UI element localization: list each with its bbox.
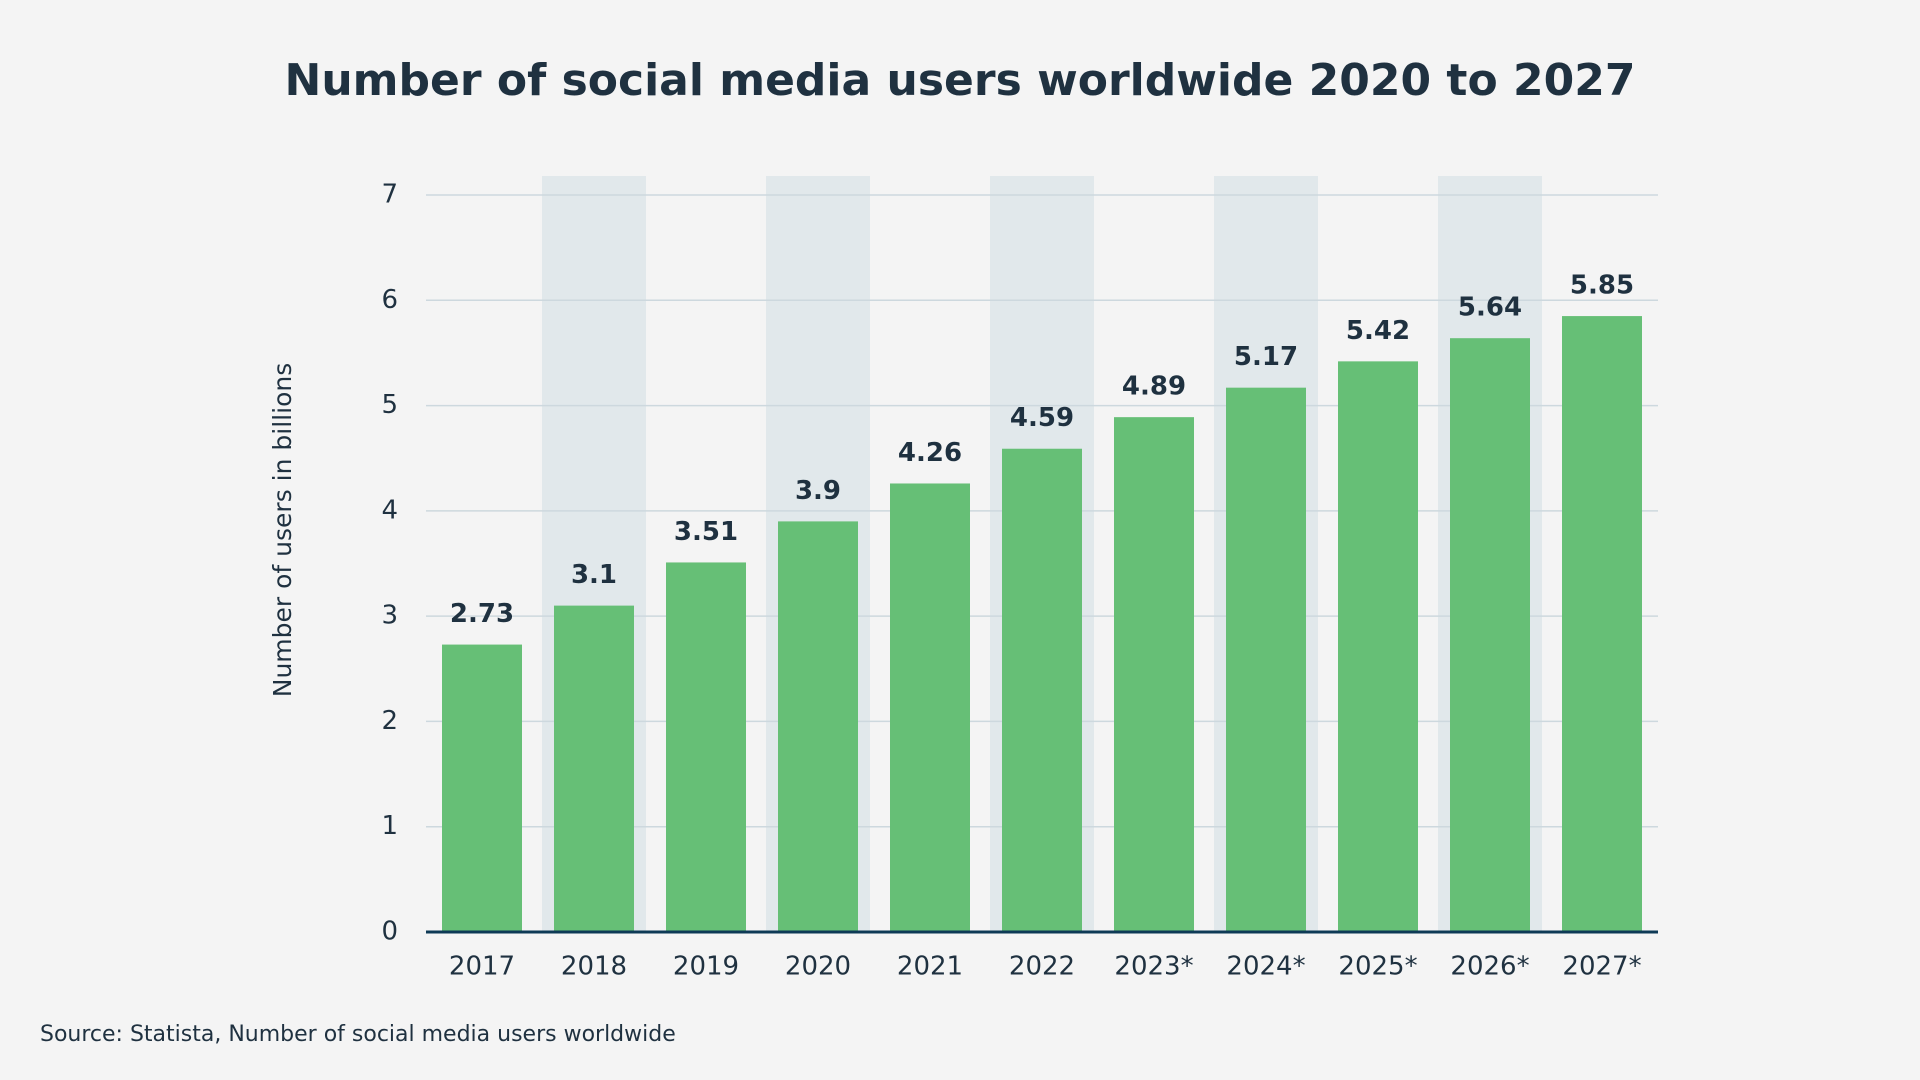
x-tick-label: 2017 [449, 952, 515, 982]
bar [1450, 338, 1530, 932]
value-label: 4.26 [898, 438, 962, 468]
value-label: 2.73 [450, 599, 514, 629]
bar [1226, 387, 1306, 932]
x-tick-label: 2022 [1009, 952, 1075, 982]
value-label: 5.42 [1346, 316, 1410, 346]
y-tick-label: 0 [381, 917, 398, 947]
bar [1562, 316, 1642, 932]
bar [890, 483, 970, 932]
x-tick-label: 2019 [673, 952, 739, 982]
y-tick-label: 4 [381, 495, 398, 525]
bar [442, 644, 522, 932]
bar [1338, 361, 1418, 932]
y-tick-label: 1 [381, 811, 398, 841]
x-tick-label: 2025* [1338, 952, 1417, 982]
value-label: 3.9 [795, 476, 841, 506]
x-tick-label: 2024* [1226, 952, 1305, 982]
bar [1002, 448, 1082, 932]
value-label: 4.59 [1010, 403, 1074, 433]
value-label: 3.1 [571, 560, 617, 590]
bar [554, 605, 634, 932]
x-tick-label: 2020 [785, 952, 851, 982]
x-tick-label: 2027* [1562, 952, 1641, 982]
source: Source: Statista, Number of social media… [40, 1022, 676, 1047]
value-label: 5.85 [1570, 271, 1634, 301]
y-tick-label: 5 [381, 390, 398, 420]
y-axis-label: Number of users in billions [268, 363, 297, 697]
x-tick-label: 2026* [1450, 952, 1529, 982]
y-tick-label: 7 [381, 180, 398, 210]
value-label: 3.51 [674, 517, 738, 547]
x-tick-label: 2021 [897, 952, 963, 982]
y-tick-label: 3 [381, 601, 398, 631]
bar [1114, 417, 1194, 933]
bar [666, 562, 746, 932]
bar [778, 521, 858, 932]
value-label: 4.89 [1122, 372, 1186, 402]
value-label: 5.17 [1234, 342, 1298, 372]
value-label: 5.64 [1458, 293, 1522, 323]
x-tick-label: 2018 [561, 952, 627, 982]
chart-title: Number of social media users worldwide 2… [285, 55, 1636, 106]
x-tick-label: 2023* [1114, 952, 1193, 982]
y-tick-label: 6 [381, 285, 398, 315]
y-tick-label: 2 [381, 706, 398, 736]
